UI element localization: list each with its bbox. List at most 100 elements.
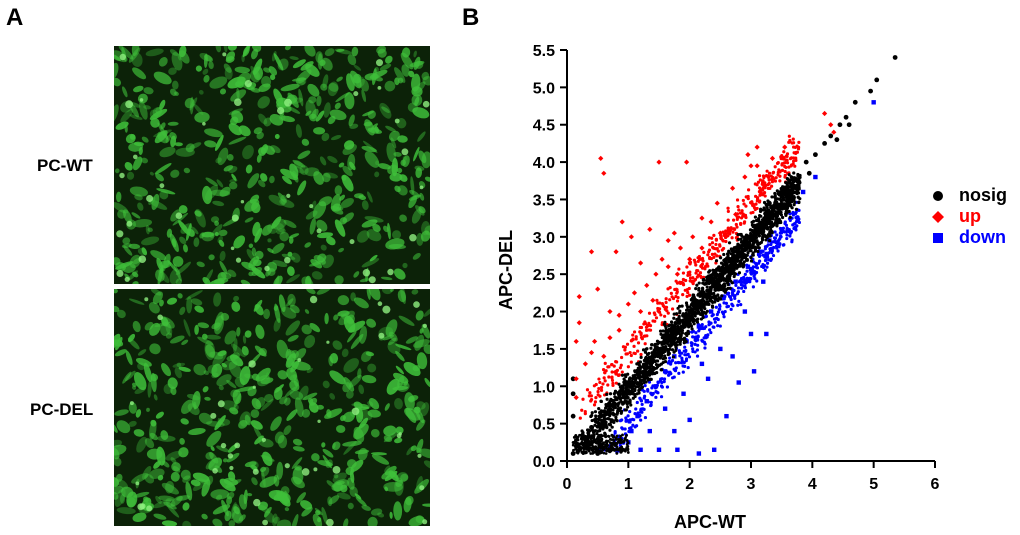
point-cloud — [580, 437, 583, 441]
point-cloud — [647, 351, 651, 356]
point-cloud — [717, 307, 721, 312]
point-down — [742, 309, 748, 314]
circle-marker-icon — [933, 191, 943, 201]
point-cloud — [688, 319, 692, 323]
bright-cell — [240, 200, 245, 204]
cell-blob — [388, 130, 400, 142]
point-cloud — [617, 382, 621, 386]
cell-blob — [399, 214, 407, 222]
cell-blob — [394, 398, 403, 410]
point-cloud — [767, 218, 771, 222]
cell-blob — [279, 198, 295, 208]
y-tick-label: 1.5 — [533, 342, 555, 359]
point-cloud — [639, 335, 644, 340]
point-cloud — [717, 265, 721, 269]
cell-blob — [219, 478, 236, 492]
point-cloud — [764, 238, 768, 242]
point-cloud — [665, 309, 669, 313]
point-cloud — [758, 178, 762, 182]
point-cloud — [750, 244, 754, 248]
cell-blob — [159, 190, 169, 200]
cell-blob — [311, 108, 319, 119]
point-down — [708, 309, 714, 314]
cell-blob — [257, 96, 270, 109]
cell-blob — [204, 128, 223, 138]
bright-cell — [227, 453, 234, 459]
cell-blob — [307, 398, 314, 404]
cell-blob — [195, 65, 203, 72]
point-cloud — [663, 314, 667, 318]
cell-blob — [268, 194, 286, 206]
cell-blob — [364, 216, 384, 223]
cell-blob — [274, 431, 285, 444]
point-cloud — [633, 425, 637, 429]
point-cloud — [787, 173, 791, 177]
point-cloud — [578, 416, 582, 420]
diamond-marker-icon — [932, 211, 944, 223]
cell-blob — [353, 297, 369, 309]
point-cloud — [794, 228, 798, 232]
point-cloud — [782, 150, 786, 154]
cell-blob — [183, 244, 188, 253]
point-cloud — [739, 237, 743, 242]
point-up — [665, 264, 671, 270]
bright-cell — [326, 340, 330, 344]
point-cloud — [622, 395, 626, 399]
point-cloud — [692, 306, 696, 310]
point-cloud — [706, 295, 710, 299]
bright-cell — [377, 301, 383, 306]
cell-blob — [327, 115, 336, 125]
point-up — [769, 155, 776, 161]
point-cloud — [642, 389, 646, 393]
point-cloud — [762, 226, 766, 230]
point-cloud — [633, 330, 637, 334]
y-tick-label: 5.0 — [533, 80, 555, 97]
cell-blob — [144, 321, 154, 331]
point-nosig — [874, 77, 880, 83]
cell-blob — [178, 220, 190, 236]
point-cloud — [770, 180, 775, 184]
cell-blob — [404, 392, 415, 411]
cell-blob — [395, 365, 405, 375]
cell-blob — [129, 186, 148, 197]
point-cloud — [718, 304, 722, 309]
cell-blob — [192, 472, 210, 482]
cell-blob — [239, 366, 251, 386]
point-cloud — [714, 305, 718, 309]
point-cloud — [774, 218, 779, 222]
cell-blob — [367, 516, 378, 526]
cell-blob — [368, 398, 380, 410]
cell-blob — [250, 65, 259, 79]
point-cloud — [688, 262, 692, 266]
point-cloud — [758, 190, 762, 195]
point-cloud — [730, 281, 734, 285]
cell-blob — [271, 216, 282, 229]
cell-blob — [398, 315, 415, 326]
cell-blob — [190, 226, 199, 235]
point-cloud — [685, 287, 690, 292]
point-cloud — [611, 408, 615, 412]
point-cloud — [685, 294, 689, 298]
cell-blob — [216, 179, 224, 188]
point-cloud — [774, 210, 778, 214]
plot-points — [570, 55, 898, 456]
point-cloud — [700, 323, 704, 327]
point-cloud — [711, 325, 715, 329]
point-cloud — [693, 277, 698, 282]
point-cloud — [583, 410, 587, 414]
point-cloud — [638, 387, 642, 392]
point-down — [736, 380, 741, 385]
point-cloud — [610, 378, 615, 383]
point-cloud — [678, 321, 682, 325]
cell-blob — [298, 88, 304, 107]
cell-blob — [151, 193, 160, 211]
cell-blob — [273, 88, 284, 105]
point-cloud — [676, 324, 680, 329]
point-cloud — [708, 285, 713, 289]
point-cloud — [701, 286, 705, 290]
point-cloud — [795, 191, 799, 196]
point-cloud — [609, 438, 613, 442]
cell-blob — [292, 159, 306, 168]
cell-blob — [122, 237, 131, 245]
cell-blob — [209, 452, 219, 464]
